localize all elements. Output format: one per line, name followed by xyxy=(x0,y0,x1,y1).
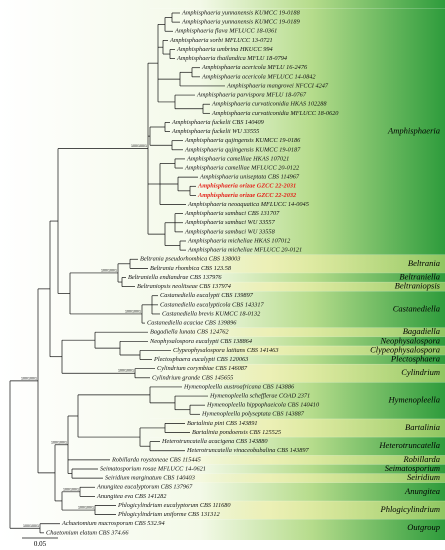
taxon-label: Anungitea eucalyptorum CBS 137967 xyxy=(96,484,193,491)
taxon-label: Amphisphaeria acericola MFLU 16-2476 xyxy=(201,64,308,71)
clade-label: Anungitea xyxy=(404,486,440,496)
clade-label: Hymenopleella xyxy=(388,395,440,405)
clade-label: Outgroup xyxy=(407,522,440,532)
support-value: 100/100/1 xyxy=(23,524,39,528)
taxon-label: Amphisphaeria micheliae MFLUCC 20-0121 xyxy=(187,247,302,254)
taxon-label: Bagadiella lunata CBS 124762 xyxy=(150,329,229,336)
taxon-label: Hymenopleella polyseptata CBS 143887 xyxy=(201,411,305,418)
clade-label: Castanediella xyxy=(393,303,440,313)
support-value: 100/100/1 xyxy=(21,376,37,380)
taxon-label: Beltraniella endiandrae CBS 137976 xyxy=(128,274,222,281)
taxon-label: Amphisphaeria orizae GZCC 22-2031 xyxy=(197,183,296,190)
taxon-label: Amphisphaeria neoaquatica MFLUCC 14-0045 xyxy=(187,201,309,208)
clade-label: Plectosphaera xyxy=(390,354,440,364)
taxon-label: Amphisphaeria fuckelii CBS 140409 xyxy=(171,119,265,126)
taxon-label: Amphisphaeria acericola MFLUCC 14-0842 xyxy=(201,73,316,80)
taxon-label: Phlogicylindrium eucalyptorum CBS 111680 xyxy=(117,502,231,509)
taxon-label: Castanediella eucalypticola CBS 143317 xyxy=(160,301,265,308)
taxon-label: Castanediella brevis KUMCC 18-0132 xyxy=(162,310,261,317)
taxon-label: Cylindrium corymbiae CBS 146087 xyxy=(157,365,248,372)
taxon-label: Amphisphaeria sorbi MFLUCC 13-0721 xyxy=(169,37,273,44)
taxon-label: Bartalinia pini CBS 143891 xyxy=(187,420,258,427)
taxon-label: Beltrania rhombica CBS 123.58 xyxy=(150,265,232,272)
clade-label: Clypeophysalospora xyxy=(370,344,440,354)
taxon-label: Amphisphaeria uniseptata CBS 114967 xyxy=(199,174,300,181)
taxon-label: Seiridium marginatum CBS 140403 xyxy=(105,475,195,482)
taxon-label: Amphisphaeria sambuci CBS 131707 xyxy=(184,210,280,217)
clade-label: Beltrania xyxy=(408,258,440,268)
support-value: 100/100/1 xyxy=(78,506,94,510)
taxon-label: Amphisphaeria curvaticonidia MFLUCC 18-0… xyxy=(211,110,339,117)
taxon-label: Amphisphaeria orizae GZCC 22-2032 xyxy=(197,192,296,199)
support-value: 100/100/1 xyxy=(118,369,134,373)
clade-label: Phlogicylindrium xyxy=(380,504,441,514)
clade-label: Bartalinia xyxy=(405,422,440,432)
taxon-label: Achaetomium macrosporum CBS 532.94 xyxy=(61,520,165,527)
taxon-label: Amphisphaeria sambuci WU 33558 xyxy=(184,228,276,235)
taxon-label: Clypeophysalospora latitans CBS 141463 xyxy=(173,347,278,354)
taxon-label: Amphisphaeria micheliae HKAS 107012 xyxy=(187,237,291,244)
support-value: 100/100/1 xyxy=(63,487,79,491)
taxon-label: Amphisphaeria mangrovei NFCCI 4247 xyxy=(226,82,329,89)
clade-band xyxy=(150,500,445,520)
clade-band xyxy=(150,282,445,292)
taxon-label: Phlogicylindrium uniforme CBS 131312 xyxy=(117,511,220,518)
clade-label: Robillarda xyxy=(402,454,440,464)
taxon-label: Bartalinia pondoensis CBS 125525 xyxy=(192,429,281,436)
taxon-label: Amphisphaeria sambuci WU 33557 xyxy=(184,219,276,226)
taxon-label: Amphisphaeria qujingensis KUMCC 19-0187 xyxy=(184,146,301,153)
clade-label: Beltraniopsis xyxy=(395,281,441,291)
taxon-label: Amphisphaeria fuckelii WU 33555 xyxy=(171,128,259,135)
taxon-label: Beltrania pseudorhombica CBS 138003 xyxy=(140,256,240,263)
taxon-label: Amphisphaeria flava MFLUCC 18-0361 xyxy=(174,28,277,35)
taxon-label: Amphisphaeria curvaticonidia HKAS 102288 xyxy=(211,101,327,108)
taxon-label: Seimatosporium rosae MFLUCC 14-0621 xyxy=(100,465,206,472)
clade-label: Amphisphaeria xyxy=(387,126,440,136)
support-value: 100/100/1 xyxy=(131,144,147,148)
clade-label: Neophysalospora xyxy=(380,335,441,345)
taxon-label: Castanediella acaciae CBS 139896 xyxy=(147,320,237,327)
taxon-label: Plectosphaera eucalypti CBS 120063 xyxy=(153,356,248,363)
clade-band xyxy=(150,327,445,337)
taxon-label: Heterotruncatella acacigena CBS 143880 xyxy=(161,438,268,445)
support-value: 100/100/1 xyxy=(125,309,141,313)
taxon-label: Anungitea eva CBS 141282 xyxy=(96,493,167,500)
taxon-label: Cylindrium grande CBS 145655 xyxy=(152,374,233,381)
clade-band xyxy=(150,473,445,483)
clade-label: Bagadiella xyxy=(403,326,440,336)
support-value: 100/100/1 xyxy=(101,268,117,272)
taxon-label: Amphisphaeria camelliae MFLUCC 20-0122 xyxy=(184,164,300,171)
taxon-label: Amphisphaeria umbrina HKUCC 994 xyxy=(176,46,273,53)
taxon-label: Robillarda roystoneae CBS 115445 xyxy=(111,456,201,463)
taxon-label: Castanediella eucalypti CBS 139897 xyxy=(160,292,254,299)
taxon-label: Amphisphaeria qujingensis KUMCC 19-0186 xyxy=(184,137,301,144)
clade-label: Heterotruncatella xyxy=(378,440,440,450)
clade-band xyxy=(150,418,445,438)
taxon-label: Hymenopleella austroafricana CBS 143886 xyxy=(183,383,295,390)
clade-label: Seiridium xyxy=(407,472,440,482)
taxon-label: Amphisphaeria yunnanensis KUMCC 19-0189 xyxy=(181,19,301,26)
taxon-label: Hymenopleella schefflerae COAD 2371 xyxy=(209,392,310,399)
clade-band xyxy=(150,364,445,383)
taxon-label: Amphisphaeria yunnanensis KUMCC 19-0188 xyxy=(181,9,301,16)
scale-label: 0.05 xyxy=(34,540,47,548)
clade-band xyxy=(150,455,445,465)
taxon-label: Heterotruncatella vinaceobubalina CBS 14… xyxy=(186,447,310,454)
taxon-label: Amphisphaeria camelliae HKAS 107021 xyxy=(186,155,289,162)
taxon-label: Hymenopleella hippophaeicola CBS 140410 xyxy=(206,402,320,409)
support-value: 100/100/1 xyxy=(51,440,67,444)
clade-band xyxy=(150,254,445,273)
clade-label: Beltraniella xyxy=(399,271,440,281)
taxon-label: Beltraniopsis neolitseae CBS 137974 xyxy=(137,283,231,290)
taxon-label: Amphisphaeria parvispora MFLU 18-0767 xyxy=(196,92,307,99)
clade-label: Cylindrium xyxy=(401,367,440,377)
taxon-label: Chaetomium elatum CBS 374.66 xyxy=(46,529,129,536)
taxon-label: Amphisphaeria thailandica MFLU 18-0794 xyxy=(176,55,287,62)
taxon-label: Neophysalospora eucalypti CBS 138864 xyxy=(149,338,252,345)
clade-band xyxy=(150,345,445,355)
clade-label: Seimatosporium xyxy=(385,463,440,473)
